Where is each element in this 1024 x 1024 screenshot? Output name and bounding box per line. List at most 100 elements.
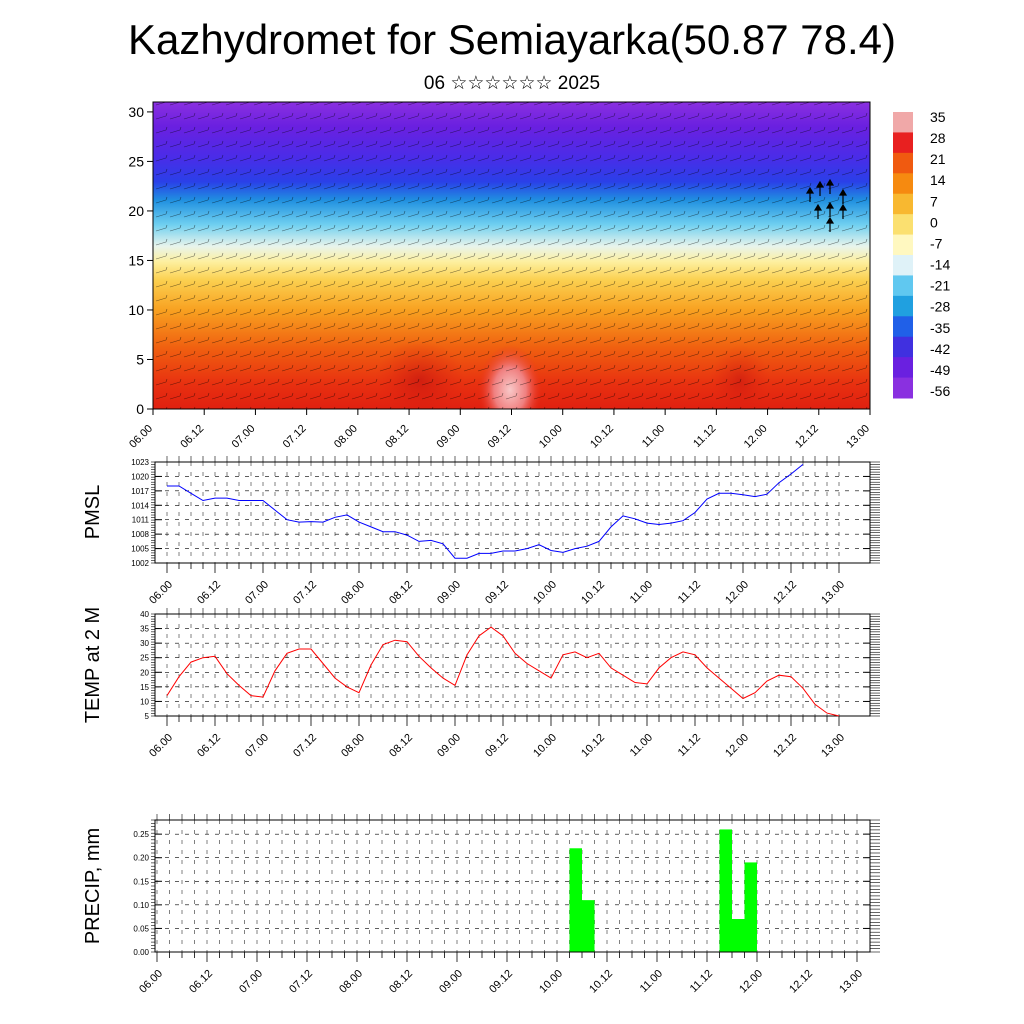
pmsl-ytick-label: 1002 — [131, 559, 149, 568]
colorbar-swatch — [893, 214, 913, 236]
colorbar-swatch — [893, 316, 913, 338]
page-title: Kazhydromet for Semiayarka(50.87 78.4) — [127, 16, 897, 63]
temp-xtick-label: 08.00 — [339, 732, 367, 760]
wind-barbs-field — [153, 102, 870, 409]
cross-section-panel: 0 5 10 15 20 25 30 06.00 06.12 07.00 07.12 08.00 08… — [127, 101, 872, 451]
wind-arrow-icon — [838, 203, 848, 219]
cross-section-xtick-label: 11.00 — [640, 423, 667, 450]
colorbar-label: -14 — [930, 257, 950, 273]
temp-xtick-label: 09.00 — [435, 732, 463, 760]
colorbar-label: -28 — [930, 299, 950, 315]
cross-section-xtick-label: 06.12 — [178, 423, 206, 451]
temp-ytick-label: 35 — [140, 625, 149, 634]
colorbar-label: 35 — [930, 109, 946, 125]
temp-ytick-label: 20 — [140, 668, 149, 677]
precip-ytick-label: 0.20 — [133, 854, 149, 863]
colorbar-label: 21 — [930, 151, 946, 167]
cross-section-xtick-label: 09.00 — [434, 423, 462, 451]
pmsl-xtick-label: 12.00 — [723, 579, 751, 607]
pmsl-ytick-label: 1014 — [131, 501, 149, 510]
pmsl-xtick-label: 09.00 — [435, 579, 463, 607]
colorbar-label: -49 — [930, 362, 950, 378]
cross-section-xtick-label: 08.12 — [383, 423, 411, 451]
temp-ytick-label: 5 — [145, 712, 150, 721]
precip-ytick-label: 0.05 — [133, 924, 149, 933]
pmsl-frame — [154, 461, 871, 564]
pmsl-ytick-label: 1023 — [131, 458, 149, 467]
temp-xtick-label: 13.00 — [819, 732, 847, 760]
pmsl-xtick-label: 11.00 — [628, 579, 655, 606]
temp-xtick-label: 06.00 — [147, 732, 175, 760]
temp-frame — [154, 613, 871, 717]
pmsl-xtick-label: 11.12 — [676, 579, 703, 606]
cross-section-y-axis: 0 5 10 15 20 25 30 — [128, 104, 153, 417]
cross-section-xtick-label: 13.00 — [844, 423, 872, 451]
precip-xtick-label: 06.00 — [137, 968, 165, 996]
colorbar-label: -42 — [930, 341, 950, 357]
precip-bar — [719, 829, 732, 952]
precip-panel: 0.00 0.05 0.10 0.15 0.20 0.25 06.00 06.12 07.00 0… — [82, 814, 880, 996]
precip-xtick-label: 12.00 — [737, 968, 765, 996]
temp-xtick-label: 11.12 — [676, 732, 703, 759]
cross-section-xtick-label: 07.12 — [281, 423, 309, 451]
precip-frame — [154, 819, 871, 953]
pmsl-ylabel: PMSL — [82, 485, 104, 539]
temp-ytick-label: 40 — [140, 610, 149, 619]
precip-xtick-label: 12.12 — [787, 968, 815, 996]
pmsl-xtick-label: 10.00 — [531, 579, 559, 607]
wind-arrow-icon — [825, 216, 835, 232]
page-subtitle: 06 ☆☆☆☆☆☆ 2025 — [423, 73, 601, 94]
colorbar-swatch — [893, 275, 913, 297]
precip-bar — [582, 900, 595, 952]
wind-arrow-icon — [815, 180, 825, 196]
temp-panel: 5 10 15 20 25 30 35 40 06.00 06.12 07.00 07.12 08.00… — [82, 607, 880, 760]
temp-xtick-label: 06.12 — [195, 732, 223, 760]
colorbar-swatch — [893, 173, 913, 195]
pmsl-ytick-label: 1020 — [131, 472, 149, 481]
precip-xtick-label: 07.00 — [237, 968, 265, 996]
precip-xtick-label: 10.12 — [587, 968, 615, 996]
temp-xtick-label: 08.12 — [387, 732, 415, 760]
pmsl-series-line — [167, 464, 804, 559]
precip-ylabel: PRECIP, mm — [82, 828, 104, 944]
pmsl-xtick-label: 06.00 — [147, 579, 175, 607]
cross-section-xtick-label: 12.12 — [793, 423, 821, 451]
pmsl-xtick-label: 08.12 — [387, 579, 415, 607]
pmsl-xtick-label: 06.12 — [195, 579, 223, 607]
colorbar-swatch — [893, 336, 913, 358]
temp-xtick-label: 07.12 — [291, 732, 319, 760]
wind-arrow-icon — [813, 203, 823, 219]
cross-section-ytick-label: 15 — [128, 252, 144, 268]
precip-xtick-label: 13.00 — [837, 968, 865, 996]
colorbar-label: 7 — [930, 193, 938, 209]
precip-xtick-label: 08.12 — [387, 968, 415, 996]
cross-section-xtick-label: 08.00 — [332, 423, 360, 451]
colorbar-swatch — [893, 193, 913, 215]
temp-ytick-label: 30 — [140, 639, 149, 648]
colorbar-swatch — [893, 112, 913, 133]
precip-ytick-label: 0.10 — [133, 901, 149, 910]
cross-section-x-axis: 06.00 06.12 07.00 07.12 08.00 08.12 09.00 09.12… — [127, 409, 872, 451]
temp-xtick-label: 11.00 — [628, 732, 655, 759]
colorbar-swatch — [893, 357, 913, 379]
colorbar-swatch — [893, 152, 913, 174]
cross-section-ytick-label: 5 — [136, 351, 144, 367]
cross-section-xtick-label: 10.12 — [588, 423, 616, 451]
pmsl-xtick-label: 10.12 — [579, 579, 607, 607]
pmsl-xtick-label: 12.12 — [771, 579, 799, 607]
cross-section-ytick-label: 10 — [128, 302, 144, 318]
cross-section-xtick-label: 10.00 — [537, 423, 565, 451]
temp-ytick-label: 25 — [140, 654, 149, 663]
precip-xtick-label: 09.00 — [437, 968, 465, 996]
wind-arrow-icon — [825, 201, 835, 217]
cross-section-ytick-label: 25 — [128, 153, 144, 169]
colorbar-label: 28 — [930, 130, 946, 146]
cross-section-xtick-label: 09.12 — [486, 423, 514, 451]
precip-xtick-label: 07.12 — [287, 968, 315, 996]
pmsl-xtick-label: 07.12 — [291, 579, 319, 607]
colorbar-label: -7 — [930, 235, 943, 251]
colorbar-label: -21 — [930, 278, 950, 294]
pmsl-ytick-label: 1005 — [131, 545, 149, 554]
colorbar-swatch — [893, 295, 913, 317]
